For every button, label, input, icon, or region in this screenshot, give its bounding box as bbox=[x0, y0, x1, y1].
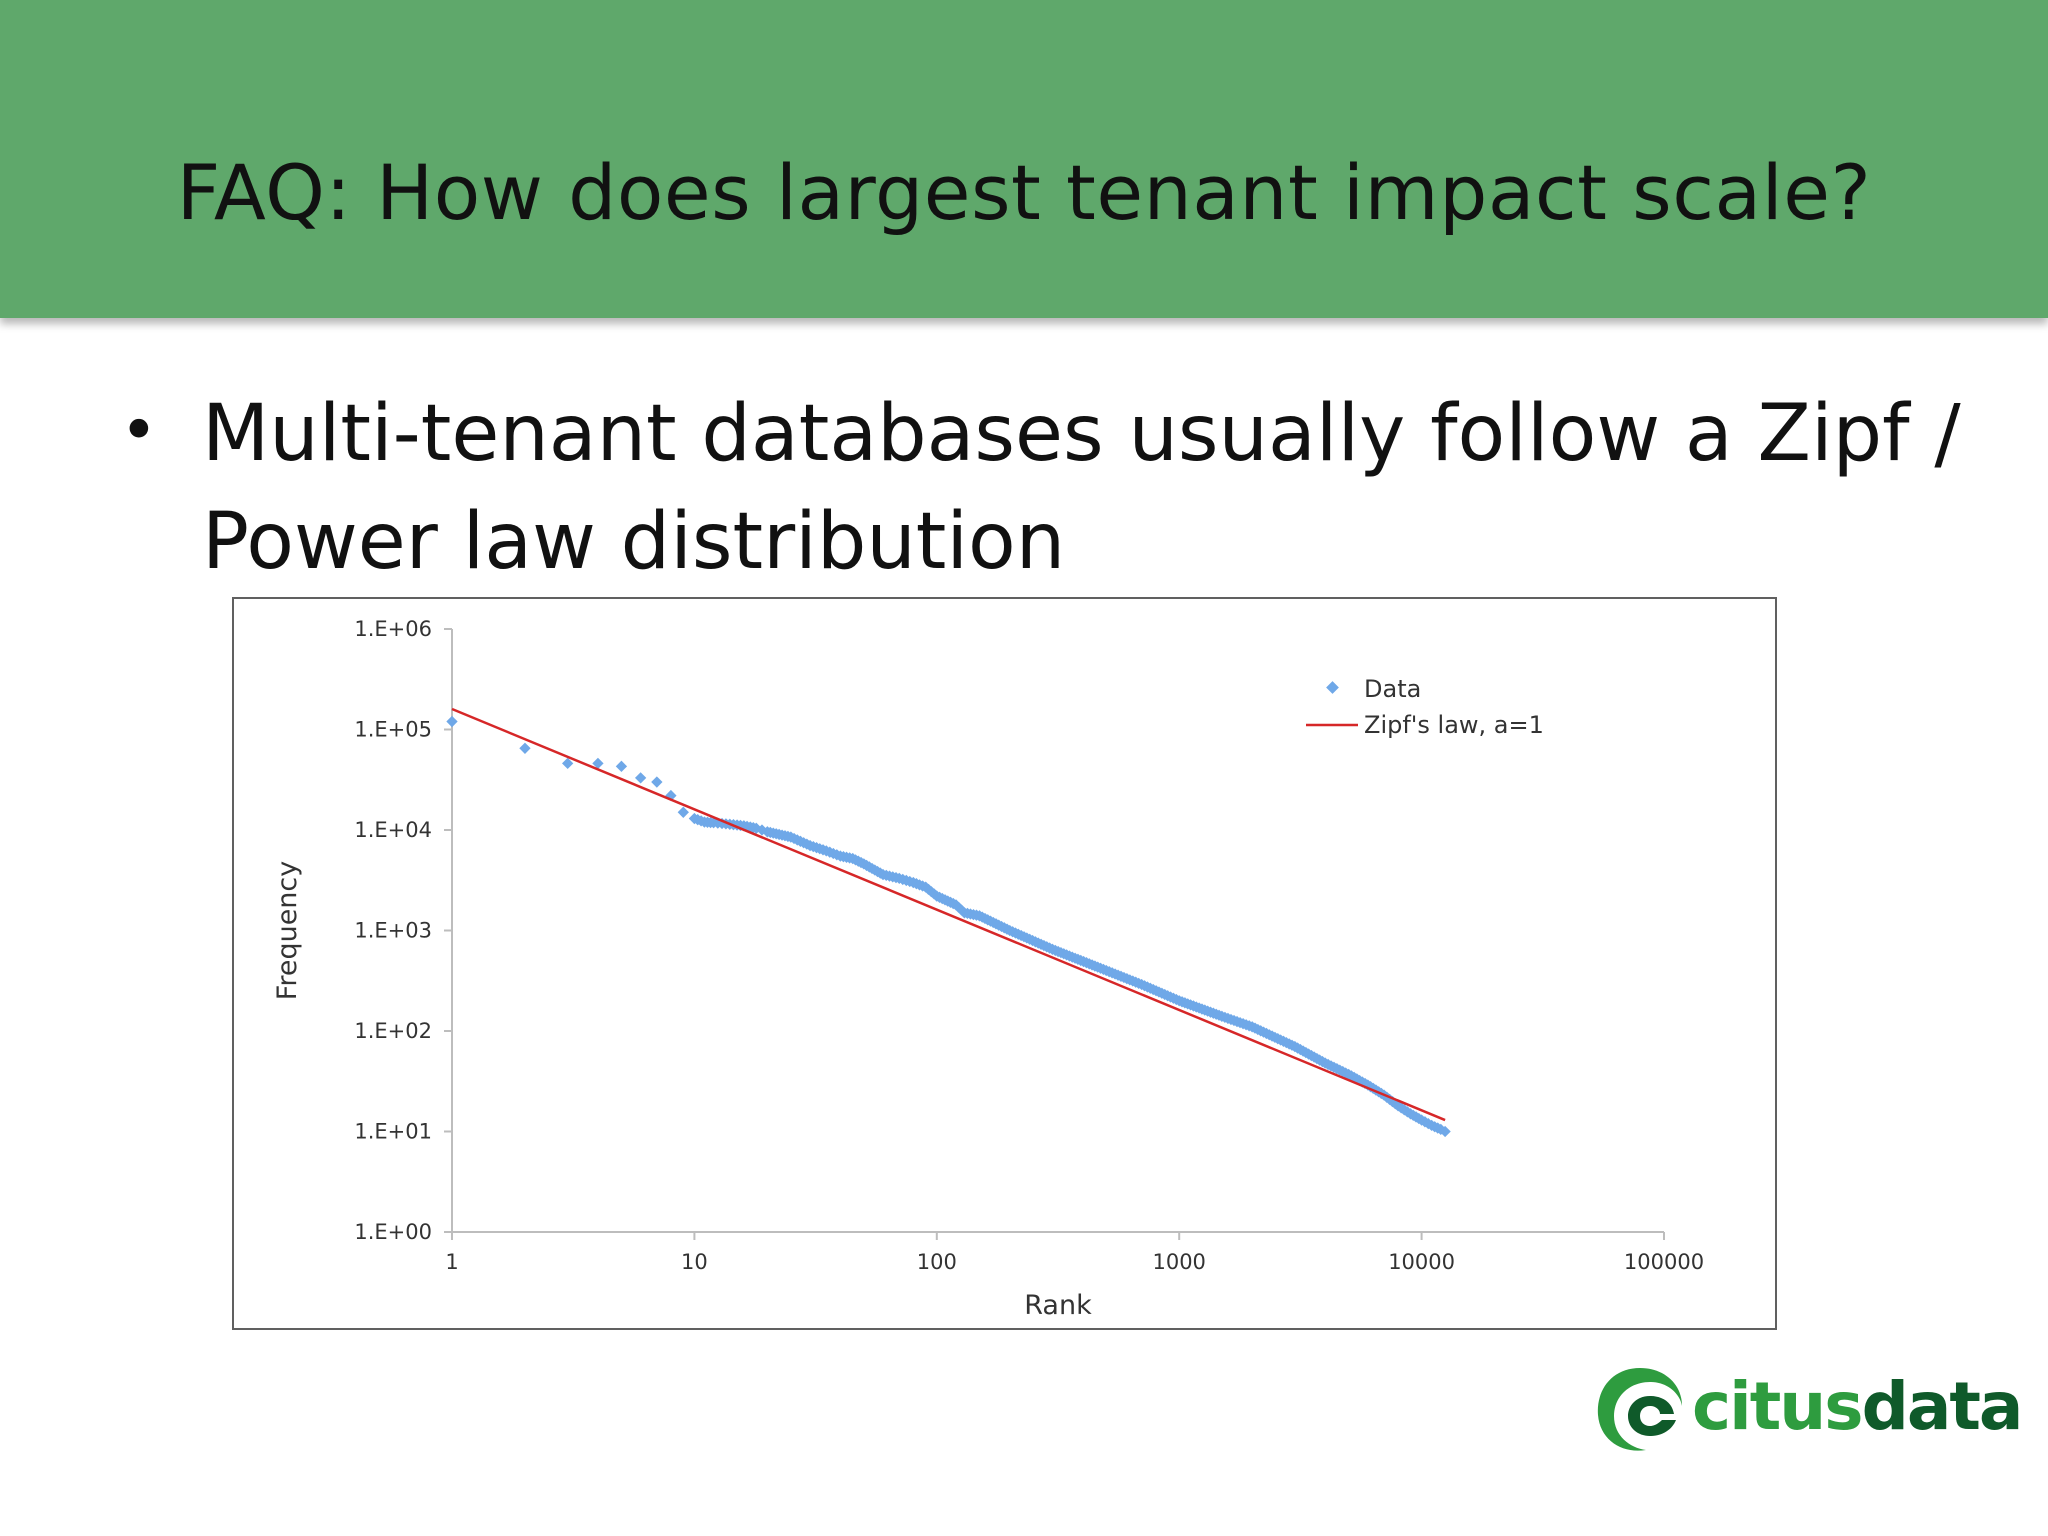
y-axis-title: Frequency bbox=[272, 861, 303, 1001]
bullet-text-line-2: Power law distribution bbox=[202, 497, 1066, 587]
y-tick-label: 1.E+05 bbox=[354, 718, 432, 742]
logo-text-data: data bbox=[1861, 1368, 2024, 1445]
slide-title: FAQ: How does largest tenant impact scal… bbox=[176, 148, 1872, 237]
x-tick-label: 100000 bbox=[1624, 1250, 1704, 1274]
logo-wordmark: citusdata bbox=[1692, 1368, 2024, 1445]
data-point bbox=[1439, 1125, 1451, 1138]
data-point bbox=[446, 715, 458, 728]
y-tick-label: 1.E+02 bbox=[354, 1019, 432, 1043]
x-tick-label: 1 bbox=[445, 1250, 458, 1274]
title-bar: FAQ: How does largest tenant impact scal… bbox=[0, 0, 2048, 318]
chart-frame: 1.E+00 1.E+01 1.E+02 1.E+03 1.E+04 1.E+05 1.E+… bbox=[232, 597, 1777, 1330]
y-tick-label: 1.E+06 bbox=[354, 617, 432, 641]
logo-text-citus: citus bbox=[1692, 1368, 1864, 1445]
bullet-text: Multi-tenant databases usually follow a … bbox=[202, 380, 1982, 596]
zipf-line bbox=[451, 707, 1446, 1122]
legend-data-marker bbox=[1326, 681, 1339, 694]
citusdata-swirl-logo-icon bbox=[1597, 1368, 1682, 1451]
bullet-marker: • bbox=[120, 394, 158, 468]
data-point bbox=[615, 760, 628, 772]
data-point bbox=[561, 757, 574, 770]
citusdata-logo: citusdata bbox=[1590, 1360, 2023, 1460]
y-tick-label: 1.E+00 bbox=[354, 1220, 432, 1244]
x-tick-label: 1000 bbox=[1152, 1250, 1205, 1274]
data-point bbox=[677, 806, 689, 818]
legend-zipf-label: Zipf's law, a=1 bbox=[1364, 711, 1544, 739]
legend-data-label: Data bbox=[1364, 675, 1421, 703]
x-tick-label: 100 bbox=[917, 1250, 957, 1274]
data-point bbox=[651, 776, 663, 788]
y-tick-label: 1.E+03 bbox=[354, 919, 432, 943]
data-point bbox=[519, 742, 531, 754]
y-tick-label: 1.E+01 bbox=[354, 1120, 432, 1144]
zipf-chart: 1.E+00 1.E+01 1.E+02 1.E+03 1.E+04 1.E+05 1.E+… bbox=[272, 617, 1704, 1321]
x-tick-label: 10000 bbox=[1388, 1250, 1455, 1274]
y-tick-label: 1.E+04 bbox=[354, 818, 432, 842]
x-axis-title: Rank bbox=[1024, 1290, 1092, 1321]
bullet-text-line-1: Multi-tenant databases usually follow a … bbox=[202, 389, 1961, 479]
x-tick-label: 10 bbox=[681, 1250, 708, 1274]
data-point bbox=[634, 772, 647, 784]
